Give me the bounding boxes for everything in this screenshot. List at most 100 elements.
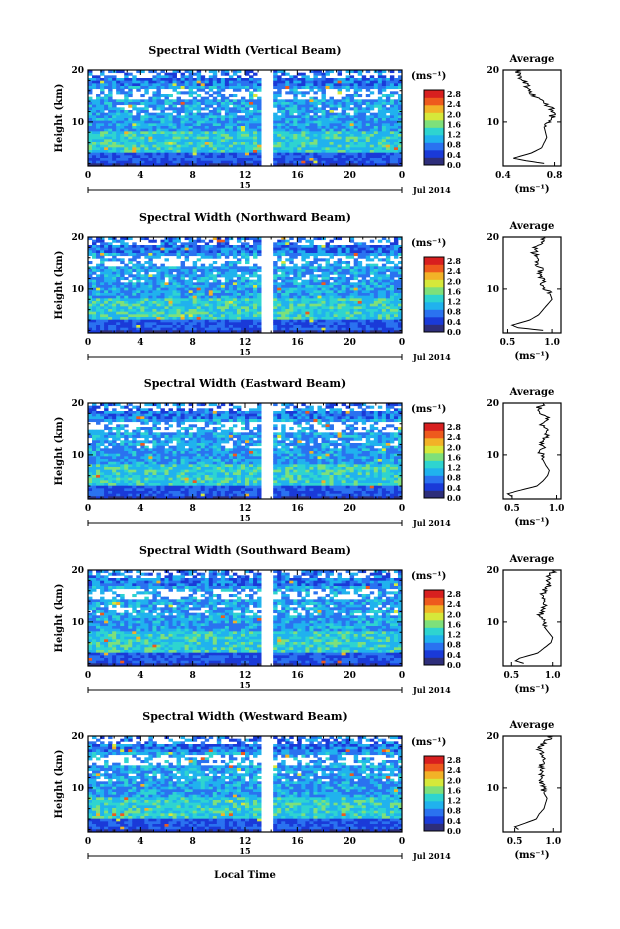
heatmap-cell — [144, 115, 149, 119]
heatmap-cell — [365, 142, 371, 146]
heatmap-cell — [357, 327, 363, 331]
heatmap-cell — [216, 123, 222, 127]
heatmap-cell — [160, 83, 165, 87]
heatmap-cell — [381, 330, 387, 334]
heatmap-cell — [132, 83, 137, 87]
heatmap-cell — [349, 99, 355, 103]
heatmap-cell — [152, 279, 157, 283]
heatmap-cell — [92, 112, 97, 116]
heatmap-cell — [273, 78, 278, 82]
heatmap-cell — [313, 139, 318, 143]
heatmap-cell — [285, 295, 290, 299]
heatmap-cell — [373, 277, 379, 281]
heatmap-cell — [116, 99, 121, 103]
heatmap-cell — [132, 306, 137, 310]
heatmap-cell — [160, 110, 165, 114]
heatmap-cell — [337, 298, 343, 302]
heatmap-cell — [136, 245, 141, 249]
heatmap-cell — [369, 102, 375, 106]
heatmap-cell — [357, 139, 363, 143]
heatmap-cell — [357, 306, 363, 310]
heatmap-cell — [104, 282, 109, 286]
heatmap-cell — [88, 80, 93, 84]
heatmap-cell — [257, 242, 262, 246]
heatmap-cell — [293, 290, 298, 294]
heatmap-cell — [132, 75, 137, 79]
heatmap-cell — [140, 327, 145, 331]
heatmap-cell — [317, 152, 322, 156]
heatmap-cell — [160, 242, 165, 246]
heatmap-cell — [108, 91, 113, 95]
heatmap-cell — [317, 115, 322, 119]
heatmap-cell — [156, 136, 161, 140]
heatmap-cell — [333, 285, 338, 289]
heatmap-cell — [277, 83, 282, 87]
heatmap-cell — [337, 86, 343, 90]
heatmap-cell — [373, 150, 379, 154]
heatmap-cell — [184, 160, 190, 164]
heatmap-cell — [152, 309, 157, 313]
heatmap-cell — [385, 78, 391, 82]
profile-line — [510, 236, 553, 331]
heatmap-cell — [377, 128, 383, 132]
heatmap-cell — [156, 147, 161, 151]
heatmap-cell — [341, 150, 347, 154]
heatmap-cell — [132, 293, 137, 297]
heatmap-cell — [325, 115, 330, 119]
heatmap-cell — [136, 325, 141, 329]
heatmap-cell — [212, 120, 218, 124]
heatmap-cell — [337, 311, 343, 315]
heatmap-cell — [128, 271, 133, 275]
profile-y-tick-label: 20 — [486, 233, 499, 243]
heatmap-cell — [192, 142, 198, 146]
heatmap-cell — [393, 325, 399, 329]
heatmap-cell — [345, 311, 351, 315]
heatmap-cell — [104, 327, 109, 331]
heatmap-cell — [357, 311, 363, 315]
heatmap-cell — [216, 136, 222, 140]
heatmap-cell — [176, 309, 181, 313]
heatmap-cell — [377, 115, 383, 119]
heatmap-cell — [277, 250, 282, 254]
heatmap-cell — [240, 126, 246, 130]
heatmap-cell — [104, 258, 109, 262]
heatmap-cell — [144, 104, 149, 108]
heatmap-cell — [112, 86, 117, 90]
heatmap-cell — [220, 150, 226, 154]
heatmap-cell — [152, 80, 157, 84]
heatmap-cell — [144, 118, 149, 122]
heatmap-cell — [224, 237, 230, 241]
heatmap-cell — [224, 126, 230, 130]
heatmap-cell — [301, 91, 306, 95]
heatmap-cell — [301, 322, 306, 326]
heatmap-cell — [224, 160, 230, 164]
heatmap-cell — [184, 136, 190, 140]
heatmap-cell — [196, 319, 202, 323]
heatmap-cell — [285, 322, 290, 326]
heatmap-cell — [228, 110, 234, 114]
heatmap-cell — [249, 150, 254, 154]
heatmap-cell — [253, 298, 258, 302]
heatmap-cell — [96, 107, 101, 111]
heatmap-cell — [124, 131, 129, 135]
heatmap-cell — [240, 107, 246, 111]
heatmap-cell — [152, 319, 157, 323]
heatmap-cell — [240, 266, 246, 270]
heatmap-cell — [313, 295, 318, 299]
heatmap-cell — [168, 163, 173, 167]
heatmap-cell — [148, 263, 153, 267]
heatmap-cell — [361, 155, 367, 159]
heatmap-cell — [385, 102, 391, 106]
heatmap-cell — [257, 314, 262, 318]
heatmap-cell — [208, 147, 214, 151]
heatmap-cell — [365, 70, 371, 74]
heatmap-cell — [357, 158, 363, 162]
heatmap-cell — [373, 78, 379, 82]
heatmap-cell — [249, 285, 254, 289]
heatmap-cell — [188, 139, 194, 143]
heatmap-cell — [353, 250, 359, 254]
heatmap-cell — [361, 78, 367, 82]
heatmap-cell — [88, 158, 93, 162]
heatmap-cell — [132, 144, 137, 148]
heatmap-cell — [212, 309, 218, 313]
